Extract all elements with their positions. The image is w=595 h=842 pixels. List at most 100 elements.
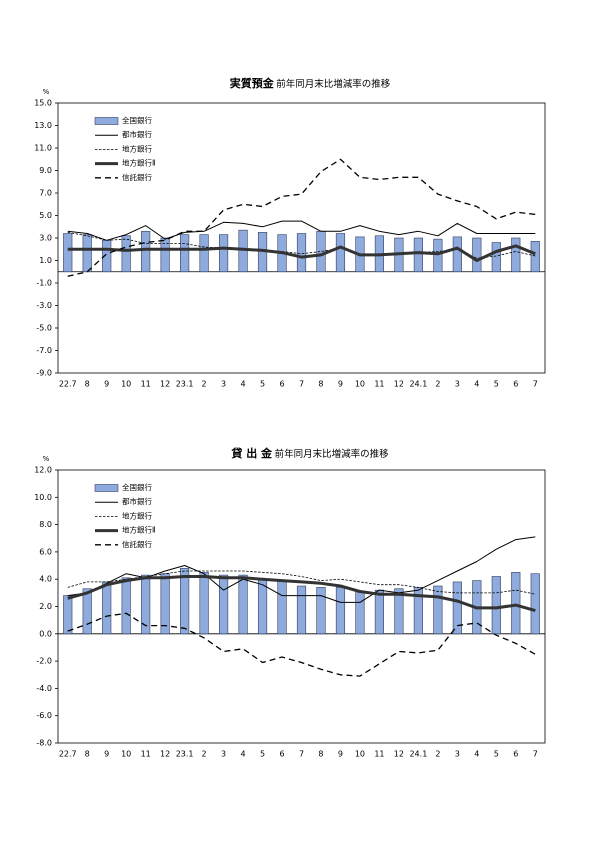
x-tick-label: 24.1	[409, 750, 427, 759]
x-tick-label: 11	[141, 750, 151, 759]
legend-label: 全国銀行	[122, 115, 152, 125]
series-line	[67, 612, 536, 677]
bar	[511, 237, 521, 273]
bar	[296, 585, 307, 635]
x-tick-label: 11	[374, 380, 384, 389]
x-tick-label: 7	[533, 750, 538, 759]
bar	[218, 574, 229, 635]
x-tick-label: 7	[299, 380, 304, 389]
x-tick-label: 22.7	[59, 380, 77, 389]
bar	[491, 242, 501, 273]
x-tick-label: 9	[104, 380, 109, 389]
bar	[199, 234, 209, 273]
x-tick-label: 12	[394, 380, 404, 389]
series-line	[67, 244, 536, 262]
y-tick-label: -7.0	[36, 346, 52, 355]
series-line	[67, 158, 536, 277]
bar	[218, 234, 229, 273]
bar	[141, 230, 151, 273]
x-tick-label: 10	[355, 750, 365, 759]
y-tick-label: -3.0	[36, 301, 52, 310]
bar	[121, 235, 131, 273]
x-tick-label: 10	[355, 380, 365, 389]
legend-label: 全国銀行	[122, 482, 152, 492]
bar	[491, 576, 501, 635]
unit-label: %	[43, 455, 50, 463]
x-tick-label: 3	[221, 750, 226, 759]
title: 実質預金	[230, 76, 275, 90]
y-tick-label: 3.0	[39, 234, 52, 243]
x-tick-label: 6	[279, 380, 284, 389]
bar	[277, 580, 287, 635]
series-line	[67, 575, 536, 613]
x-tick-label: 7	[299, 750, 304, 759]
y-tick-label: -2.0	[36, 657, 52, 666]
x-tick-label: 11	[141, 380, 151, 389]
y-tick-label: -1.0	[36, 279, 52, 288]
y-tick-label: -4.0	[36, 684, 52, 693]
bar	[355, 591, 365, 635]
x-tick-label: 5	[494, 380, 499, 389]
y-tick-label: 11.0	[34, 144, 52, 153]
bar	[296, 233, 307, 273]
x-tick-label: 23.1	[176, 380, 194, 389]
bar	[316, 587, 326, 635]
legend-label: 地方銀行Ⅱ	[122, 158, 156, 168]
x-tick-label: 2	[435, 750, 440, 759]
bar	[530, 241, 540, 273]
x-tick-label: 10	[121, 750, 131, 759]
bar	[335, 233, 346, 273]
y-tick-label: -5.0	[36, 324, 52, 333]
bar	[180, 234, 190, 273]
chart-title: 貸 出 金 前年同月末比増減率の推移	[230, 446, 389, 460]
y-tick-label: 7.0	[39, 189, 52, 198]
bar	[121, 577, 131, 635]
bar	[180, 567, 190, 635]
y-tick-label: -9.0	[36, 369, 52, 378]
legend-swatch	[94, 484, 119, 492]
y-tick-label: -6.0	[36, 711, 52, 720]
legend-swatch	[94, 117, 119, 125]
x-tick-label: 4	[474, 380, 479, 389]
x-tick-label: 8	[85, 380, 90, 389]
y-tick-label: 15.0	[34, 99, 52, 108]
bar	[452, 581, 462, 635]
series-line	[67, 220, 536, 241]
bar	[199, 572, 209, 635]
y-tick-label: 1.0	[39, 256, 52, 265]
bar	[452, 236, 462, 273]
chart: 貸 出 金 前年同月末比増減率の推移% 12.0 10.0 8.0 6.0 4.0 2.0 0…	[34, 446, 546, 759]
bar	[257, 578, 268, 635]
x-tick-label: 3	[221, 380, 226, 389]
x-tick-label: 10	[121, 380, 131, 389]
x-tick-label: 24.1	[409, 380, 427, 389]
bar	[102, 581, 112, 635]
y-tick-label: 4.0	[39, 575, 52, 584]
bar	[433, 585, 443, 635]
bar	[472, 237, 482, 273]
x-tick-label: 4	[241, 380, 246, 389]
bar	[530, 573, 540, 635]
legend-label: 地方銀行	[122, 143, 152, 153]
bar	[63, 595, 73, 635]
x-tick-label: 12	[160, 750, 170, 759]
title: 貸 出 金	[230, 446, 273, 460]
legend-label: 地方銀行Ⅱ	[122, 525, 156, 535]
bar	[413, 237, 423, 273]
x-tick-label: 2	[202, 380, 207, 389]
x-tick-label: 8	[85, 750, 90, 759]
bar	[335, 587, 346, 635]
x-tick-label: 5	[260, 380, 265, 389]
x-tick-label: 9	[104, 750, 109, 759]
x-tick-label: 4	[241, 750, 246, 759]
bar	[160, 573, 170, 635]
y-tick-label: 5.0	[39, 211, 52, 220]
subtitle: 前年同月末比増減率の推移	[275, 448, 390, 460]
bar	[433, 238, 443, 273]
bar	[511, 572, 521, 635]
x-tick-label: 6	[279, 750, 284, 759]
subtitle: 前年同月末比増減率の推移	[276, 78, 391, 90]
x-tick-label: 6	[513, 380, 518, 389]
y-tick-label: 10.0	[34, 493, 52, 502]
